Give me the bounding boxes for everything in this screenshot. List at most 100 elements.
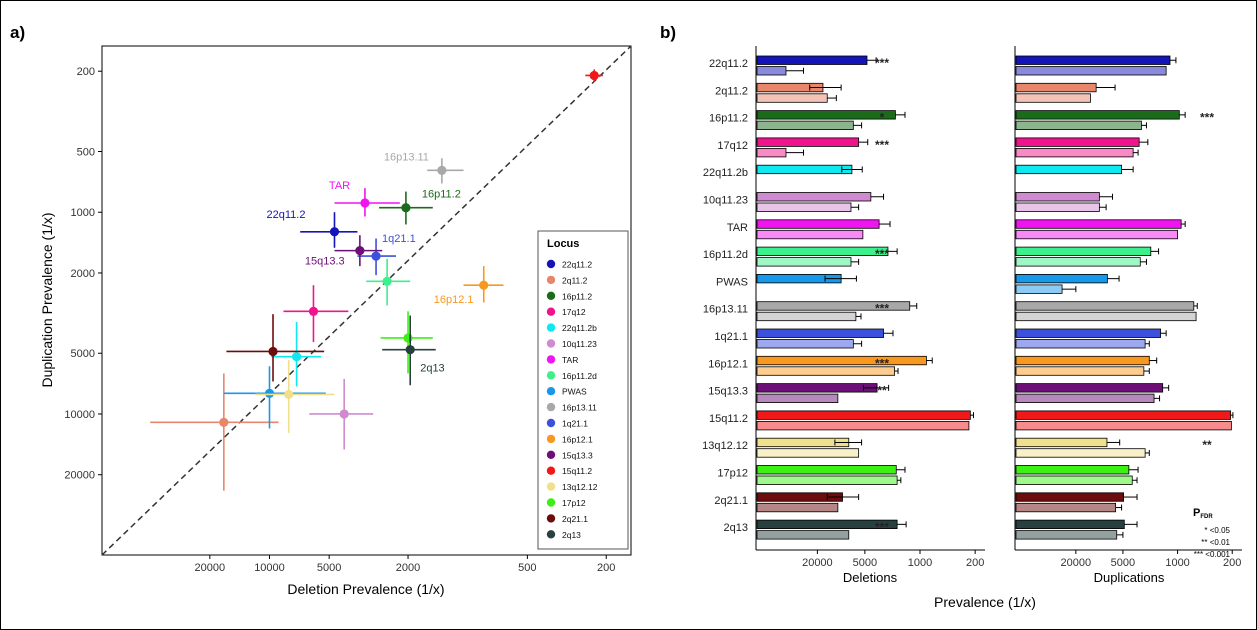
point-label: 22q11.2 bbox=[266, 209, 305, 221]
deletions-significance-mark: *** bbox=[875, 247, 889, 261]
legend-key bbox=[547, 355, 555, 363]
duplications-bar-primary bbox=[1016, 111, 1179, 120]
pfdr-row-1: * <0.05 bbox=[1204, 526, 1230, 535]
point-label: 16p12.1 bbox=[434, 294, 474, 306]
duplications-bar-secondary bbox=[1016, 203, 1099, 212]
category-label-17q12: 17q12 bbox=[717, 140, 748, 152]
pfdr-row-3: *** <0.001 bbox=[1194, 550, 1231, 559]
y-tick-label: 2000 bbox=[71, 268, 95, 280]
deletions-bar-primary bbox=[757, 165, 852, 174]
legend-label: 15q11.2 bbox=[562, 466, 592, 476]
duplications-tick-label: 20000 bbox=[1061, 557, 1092, 569]
legend-label: PWAS bbox=[562, 387, 587, 397]
category-label-16p12-1: 16p12.1 bbox=[708, 358, 748, 370]
duplications-bar-primary bbox=[1016, 466, 1129, 475]
duplications-bar-secondary bbox=[1016, 121, 1141, 130]
data-point bbox=[284, 390, 293, 399]
category-label-pwas: PWAS bbox=[716, 276, 748, 288]
category-label-16p11-2d: 16p11.2d bbox=[703, 249, 748, 261]
deletions-bar-primary bbox=[757, 111, 895, 120]
y-tick-label: 200 bbox=[77, 66, 95, 78]
data-point bbox=[355, 246, 364, 255]
deletions-tick-label: 20000 bbox=[802, 557, 833, 569]
data-point bbox=[406, 345, 415, 354]
legend-key bbox=[547, 467, 555, 475]
category-label-22q11-2: 22q11.2 bbox=[709, 58, 748, 70]
deletions-significance-mark: ** bbox=[877, 384, 887, 398]
deletions-bar-primary bbox=[757, 247, 888, 256]
deletions-bar-primary bbox=[757, 193, 871, 202]
data-point bbox=[401, 203, 410, 212]
data-point bbox=[309, 307, 318, 316]
legend-label: 13q12.12 bbox=[562, 482, 598, 492]
deletions-bar-secondary bbox=[757, 203, 851, 212]
panel-b-tag: b) bbox=[660, 23, 676, 42]
panel-b-shared-x-title: Prevalence (1/x) bbox=[934, 594, 1036, 610]
legend-label: 22q11.2 bbox=[562, 260, 592, 270]
category-label-16p11-2: 16p11.2 bbox=[709, 113, 748, 125]
data-point bbox=[292, 352, 301, 361]
legend-key bbox=[547, 530, 555, 538]
duplications-bar-primary bbox=[1016, 438, 1107, 447]
duplications-bar-primary bbox=[1016, 356, 1149, 365]
x-tick-label: 10000 bbox=[254, 562, 285, 574]
deletions-significance-mark: *** bbox=[875, 56, 889, 70]
deletions-bar-secondary bbox=[757, 503, 838, 512]
duplications-bar-secondary bbox=[1016, 367, 1144, 376]
deletions-significance-mark: *** bbox=[875, 138, 889, 152]
category-label-10q11-23: 10q11.23 bbox=[703, 195, 748, 207]
point-label: 1q21.1 bbox=[382, 233, 416, 245]
x-tick-label: 20000 bbox=[195, 562, 226, 574]
point-label: 16p11.2 bbox=[422, 189, 461, 201]
y-tick-label: 5000 bbox=[71, 348, 95, 360]
duplications-bar-primary bbox=[1016, 302, 1194, 311]
duplications-bar-primary bbox=[1016, 165, 1122, 174]
category-label-2q13: 2q13 bbox=[724, 522, 748, 534]
pfdr-title-p: P bbox=[1193, 507, 1200, 519]
legend-key bbox=[547, 451, 555, 459]
deletions-bar-secondary bbox=[757, 67, 786, 76]
duplications-bar-secondary bbox=[1016, 94, 1090, 103]
deletions-bar-secondary bbox=[757, 312, 856, 321]
duplications-bar-primary bbox=[1016, 520, 1124, 529]
point-label: 2q13 bbox=[420, 363, 444, 375]
duplications-tick-label: 5000 bbox=[1111, 557, 1135, 569]
duplications-bar-primary bbox=[1016, 138, 1139, 147]
duplications-bar-secondary bbox=[1016, 285, 1062, 294]
category-label-1q21-1: 1q21.1 bbox=[714, 331, 748, 343]
data-point bbox=[403, 333, 412, 342]
category-label-tar: TAR bbox=[727, 222, 748, 234]
deletions-significance-mark: * bbox=[880, 111, 885, 125]
legend-label: 22q11.2b bbox=[562, 323, 597, 333]
legend-label: 16p11.2d bbox=[562, 371, 597, 381]
deletions-significance-mark: *** bbox=[875, 302, 889, 316]
data-point bbox=[265, 389, 274, 398]
point-label: 16p13.11 bbox=[384, 151, 429, 163]
y-tick-label: 10000 bbox=[64, 409, 95, 421]
category-label-13q12-12: 13q12.12 bbox=[702, 440, 748, 452]
legend-key bbox=[547, 514, 555, 522]
y-tick-label: 500 bbox=[77, 146, 95, 158]
x-tick-label: 500 bbox=[518, 562, 536, 574]
legend-key bbox=[547, 292, 555, 300]
deletions-bar-secondary bbox=[757, 94, 827, 103]
category-label-2q11-2: 2q11.2 bbox=[715, 85, 748, 97]
duplications-bar-primary bbox=[1016, 384, 1163, 393]
y-tick-label: 20000 bbox=[64, 470, 95, 482]
legend-label: 2q21.1 bbox=[562, 514, 588, 524]
deletions-bar-primary bbox=[757, 220, 879, 229]
category-label-16p13-11: 16p13.11 bbox=[703, 304, 748, 316]
deletions-bar-secondary bbox=[757, 367, 895, 376]
deletions-bar-secondary bbox=[757, 230, 863, 239]
duplications-tick-label: 1000 bbox=[1165, 557, 1189, 569]
duplications-bar-secondary bbox=[1016, 148, 1133, 157]
data-point bbox=[479, 281, 488, 290]
legend-key bbox=[547, 276, 555, 284]
y-tick-label: 1000 bbox=[71, 207, 95, 219]
deletions-tick-label: 5000 bbox=[853, 557, 877, 569]
deletions-bar-primary bbox=[757, 356, 926, 365]
deletions-bar-group-22q11-2b bbox=[757, 165, 862, 174]
legend-label: 16p13.11 bbox=[562, 403, 597, 413]
duplications-significance-mark: *** bbox=[1200, 111, 1214, 125]
deletions-bar-primary bbox=[757, 138, 859, 147]
